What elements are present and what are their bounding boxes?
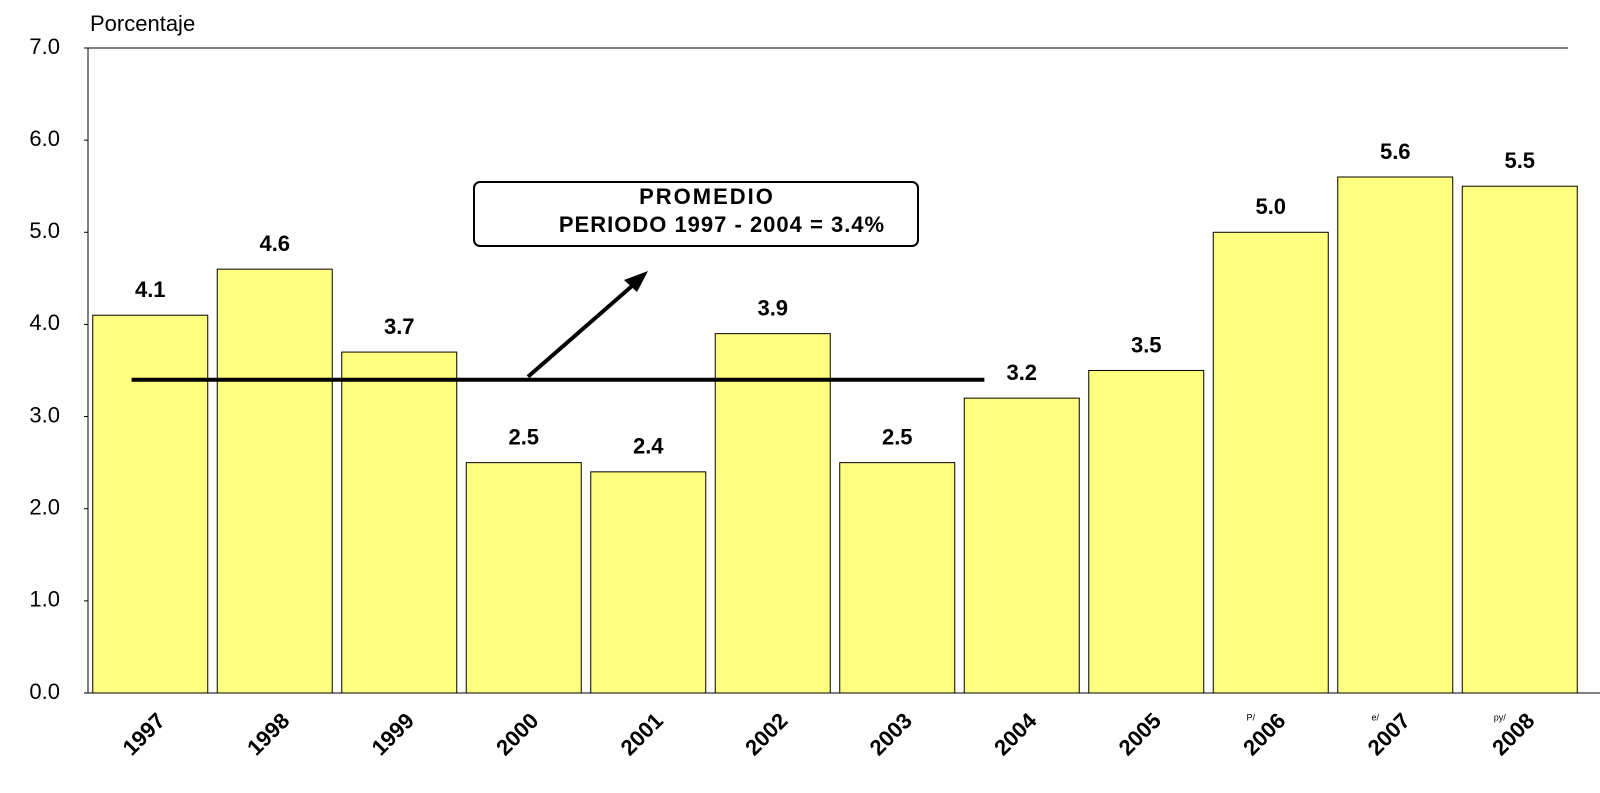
bar	[341, 351, 458, 694]
arrow-head	[624, 271, 648, 292]
value-label: 2.4	[633, 434, 664, 459]
x-tick-label: 2004	[989, 707, 1042, 760]
value-label: 3.5	[1131, 332, 1162, 357]
y-tick-label: 4.0	[29, 310, 60, 335]
bar	[714, 333, 831, 694]
x-tick-label: 1997	[118, 708, 170, 760]
x-tick-label: 1998	[242, 708, 294, 760]
x-tick-label: 2005	[1114, 708, 1166, 760]
y-tick-label: 5.0	[29, 218, 60, 243]
annotation-box	[473, 181, 919, 247]
value-label: 3.9	[757, 295, 788, 320]
annotation-line: PERIODO 1997 - 2004 = 3.4%	[559, 212, 885, 237]
x-tick-label: 2002	[740, 708, 792, 760]
value-label: 3.2	[1006, 360, 1037, 385]
category-note: P/	[1246, 712, 1255, 722]
y-axis-label: Porcentaje	[90, 11, 195, 36]
x-tick-label: 1999	[367, 708, 419, 760]
value-label: 5.0	[1255, 194, 1286, 219]
bar	[465, 462, 582, 694]
value-label: 4.6	[259, 231, 290, 256]
bar	[839, 462, 956, 694]
bar	[963, 397, 1080, 694]
category-note: e/	[1371, 712, 1379, 722]
bar	[92, 314, 209, 694]
arrow-shaft	[526, 277, 642, 379]
bar	[216, 268, 333, 694]
annotation-line: PROMEDIO	[639, 184, 775, 209]
bar	[1337, 176, 1454, 694]
bar	[1212, 231, 1329, 694]
value-label: 4.1	[135, 277, 166, 302]
bar	[1461, 185, 1578, 694]
y-tick-label: 2.0	[29, 495, 60, 520]
value-label: 5.6	[1380, 139, 1411, 164]
x-tick-label: 2000	[491, 708, 543, 760]
y-tick-label: 3.0	[29, 402, 60, 427]
y-tick-label: 0.0	[29, 679, 60, 704]
y-tick-label: 1.0	[29, 587, 60, 612]
y-tick-label: 7.0	[29, 34, 60, 59]
bar	[590, 471, 707, 694]
category-note: py/	[1494, 712, 1507, 722]
value-label: 2.5	[508, 424, 539, 449]
y-tick-label: 6.0	[29, 126, 60, 151]
value-label: 2.5	[882, 424, 913, 449]
x-tick-label: 2007	[1363, 708, 1415, 760]
x-tick-label: 2001	[616, 708, 668, 760]
x-tick-label: 2003	[865, 708, 917, 760]
value-label: 3.7	[384, 314, 415, 339]
value-label: 5.5	[1504, 148, 1535, 173]
bar	[1088, 370, 1205, 694]
